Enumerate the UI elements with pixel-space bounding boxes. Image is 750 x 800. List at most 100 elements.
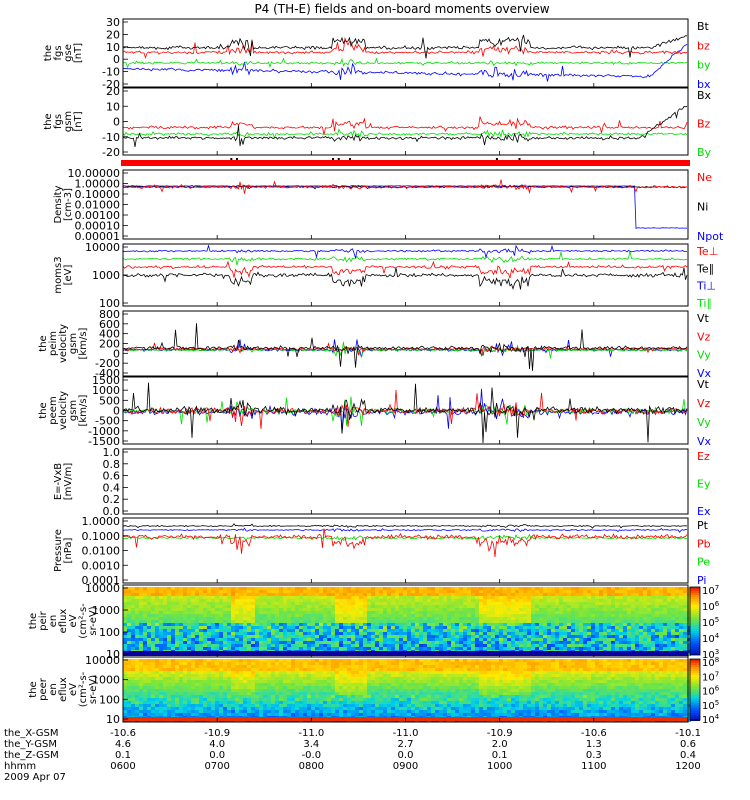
heatmap-cell: [267, 647, 271, 650]
heatmap-cell: [371, 698, 375, 701]
heatmap-cell: [267, 599, 271, 602]
heatmap-cell: [419, 587, 423, 590]
heatmap-cell: [667, 620, 671, 623]
heatmap-cell: [659, 590, 663, 593]
heatmap-cell: [359, 683, 363, 686]
heatmap-cell: [259, 620, 263, 623]
heatmap-cell: [515, 647, 519, 650]
heatmap-cell: [663, 593, 667, 596]
heatmap-cell: [567, 626, 571, 629]
y-tick-label: 0.0: [103, 505, 121, 518]
heatmap-cell: [279, 596, 283, 599]
heatmap-cell: [259, 593, 263, 596]
heatmap-cell: [135, 599, 139, 602]
heatmap-cell: [283, 602, 287, 605]
heatmap-cell: [363, 623, 367, 626]
heatmap-cell: [123, 647, 127, 650]
heatmap-cell: [207, 605, 211, 608]
heatmap-cell: [523, 614, 527, 617]
heatmap-cell: [515, 635, 519, 638]
heatmap-cell: [267, 635, 271, 638]
heatmap-cell: [575, 605, 579, 608]
heatmap-cell: [291, 707, 295, 710]
heatmap-cell: [519, 644, 523, 647]
heatmap-cell: [167, 599, 171, 602]
heatmap-cell: [199, 632, 203, 635]
heatmap-cell: [467, 593, 471, 596]
heatmap-cell: [595, 596, 599, 599]
heatmap-cell: [199, 638, 203, 641]
heatmap-cell: [395, 608, 399, 611]
heatmap-cell: [367, 629, 371, 632]
heatmap-cell: [659, 647, 663, 650]
heatmap-cell: [327, 677, 331, 680]
y-tick-label: 10000: [85, 241, 120, 254]
heatmap-cell: [367, 680, 371, 683]
heatmap-cell: [215, 680, 219, 683]
heatmap-cell: [399, 587, 403, 590]
heatmap-cell: [159, 644, 163, 647]
panel-frame: [122, 448, 689, 515]
heatmap-cell: [619, 620, 623, 623]
heatmap-cell: [519, 647, 523, 650]
heatmap-cell: [599, 644, 603, 647]
heatmap-cell: [243, 617, 247, 620]
heatmap-cell: [503, 632, 507, 635]
heatmap-cell: [631, 632, 635, 635]
heatmap-cell: [471, 629, 475, 632]
heatmap-cell: [327, 710, 331, 713]
heatmap-cell: [535, 590, 539, 593]
heatmap-cell: [579, 593, 583, 596]
heatmap-cell: [215, 647, 219, 650]
heatmap-cell: [655, 620, 659, 623]
heatmap-cell: [171, 668, 175, 671]
heatmap-cell: [355, 599, 359, 602]
heatmap-cell: [419, 617, 423, 620]
heatmap-cell: [567, 629, 571, 632]
heatmap-cell: [163, 686, 167, 689]
heatmap-cell: [283, 674, 287, 677]
heatmap-cell: [643, 590, 647, 593]
heatmap-cell: [383, 689, 387, 692]
heatmap-cell: [151, 608, 155, 611]
heatmap-cell: [279, 602, 283, 605]
heatmap-cell: [431, 608, 435, 611]
heatmap-cell: [563, 605, 567, 608]
heatmap-cell: [327, 692, 331, 695]
heatmap-cell: [403, 623, 407, 626]
heatmap-cell: [631, 635, 635, 638]
heatmap-cell: [603, 632, 607, 635]
heatmap-cell: [263, 590, 267, 593]
heatmap-cell: [379, 602, 383, 605]
heatmap-cell: [399, 593, 403, 596]
heatmap-cell: [267, 644, 271, 647]
heatmap-cell: [347, 602, 351, 605]
heatmap-cell: [327, 680, 331, 683]
heatmap-cell: [255, 686, 259, 689]
heatmap-cell: [527, 593, 531, 596]
heatmap-cell: [651, 623, 655, 626]
heatmap-cell: [487, 647, 491, 650]
heatmap-cell: [223, 608, 227, 611]
heatmap-cell: [131, 668, 135, 671]
heatmap-cell: [135, 608, 139, 611]
heatmap-cell: [495, 620, 499, 623]
heatmap-cell: [643, 620, 647, 623]
heatmap-cell: [251, 695, 255, 698]
heatmap-cell: [619, 647, 623, 650]
heatmap-cell: [159, 641, 163, 644]
heatmap-cell: [183, 671, 187, 674]
heatmap-cell: [583, 635, 587, 638]
heatmap-cell: [347, 686, 351, 689]
heatmap-cell: [343, 617, 347, 620]
heatmap-cell: [655, 599, 659, 602]
heatmap-cell: [251, 644, 255, 647]
heatmap-cell: [187, 608, 191, 611]
heatmap-cell: [375, 590, 379, 593]
y-tick-label: 10: [106, 648, 120, 661]
heatmap-cell: [243, 593, 247, 596]
heatmap-cell: [491, 644, 495, 647]
heatmap-cell: [179, 665, 183, 668]
heatmap-cell: [415, 596, 419, 599]
series-By: [122, 128, 688, 140]
